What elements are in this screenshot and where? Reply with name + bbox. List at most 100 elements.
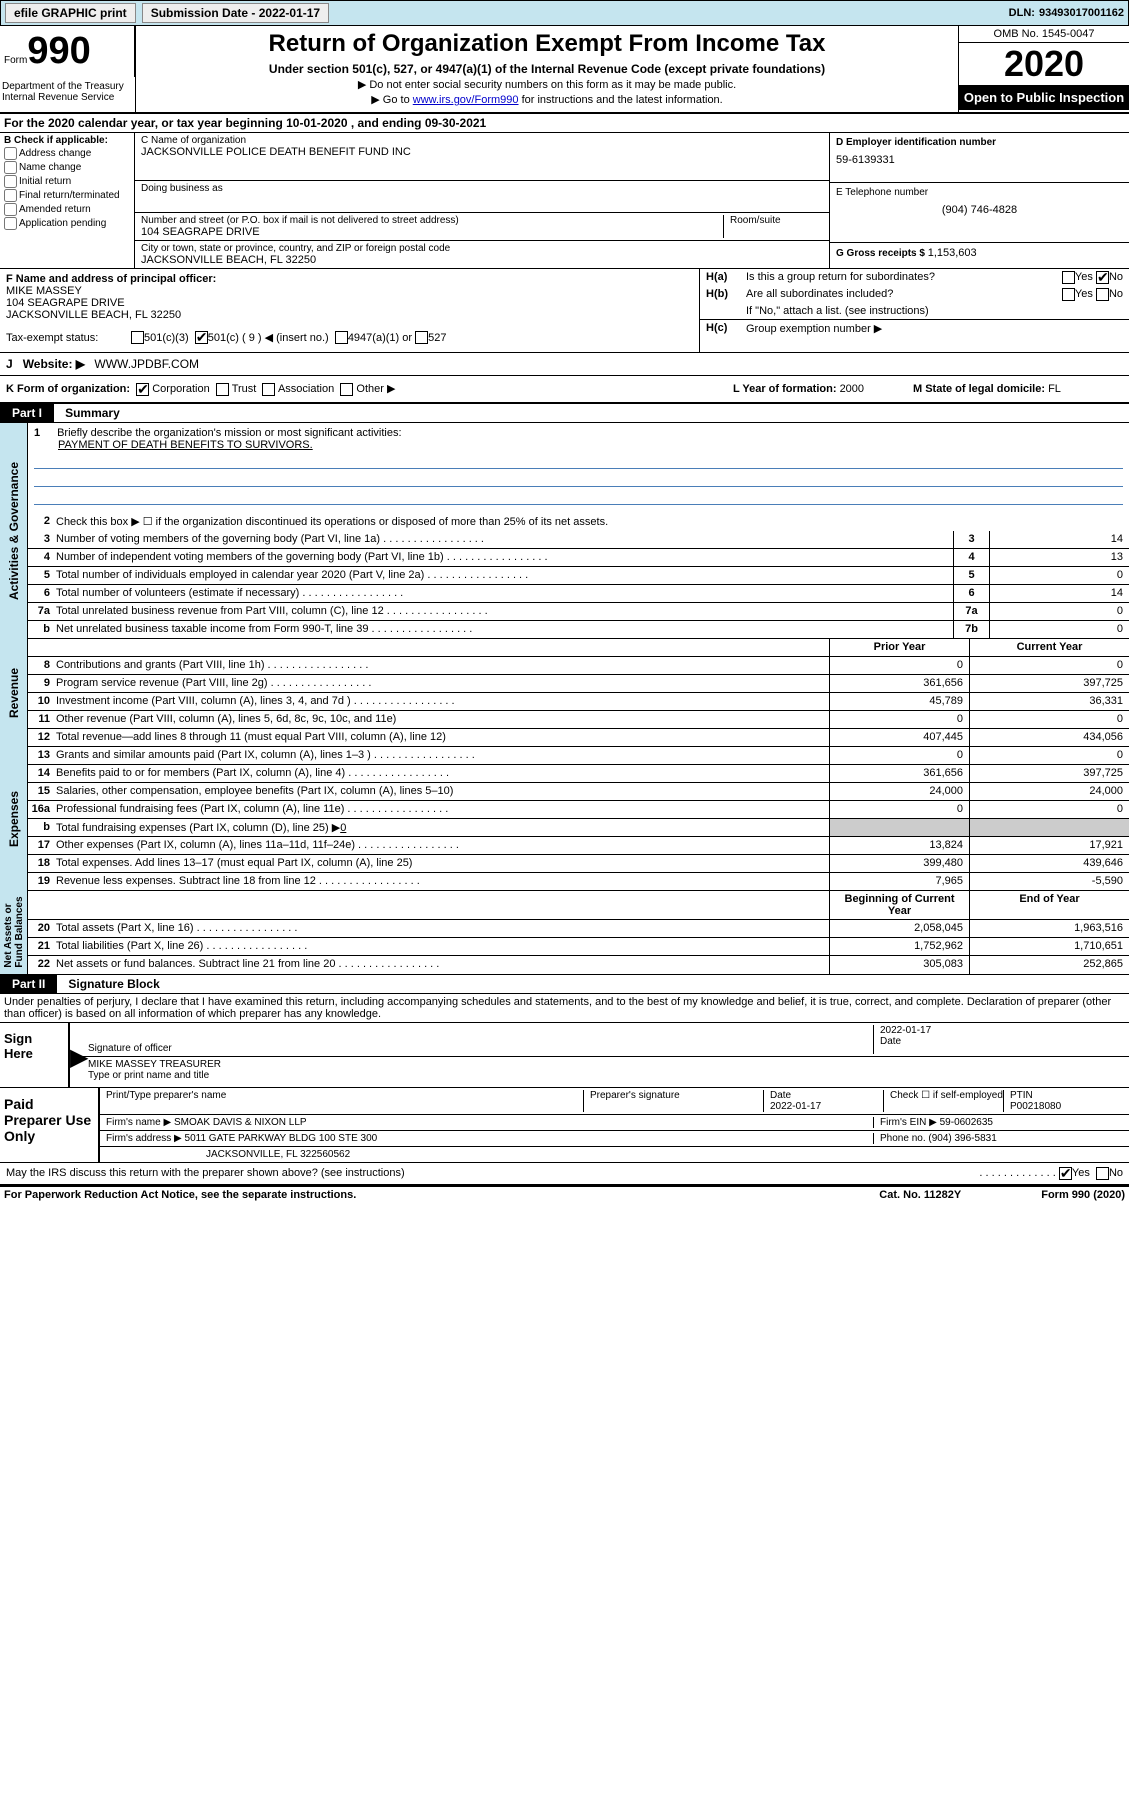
chk-initial-return[interactable]: Initial return — [4, 175, 130, 188]
chk-501c3[interactable] — [131, 331, 144, 344]
c20: 1,963,516 — [969, 920, 1129, 937]
note-1: ▶ Do not enter social security numbers o… — [144, 78, 950, 91]
chk-app-pending[interactable]: Application pending — [4, 217, 130, 230]
i-label: Tax-exempt status: — [6, 332, 131, 344]
officer-name: MIKE MASSEY — [6, 285, 693, 297]
chk-corp[interactable] — [136, 383, 149, 396]
hb-yes[interactable] — [1062, 288, 1075, 301]
chk-assoc[interactable] — [262, 383, 275, 396]
l7b-text: Net unrelated business taxable income fr… — [52, 621, 953, 638]
ag-content: 1 Briefly describe the organization's mi… — [28, 423, 1129, 639]
c-name-label: C Name of organization — [141, 135, 823, 146]
city-label: City or town, state or province, country… — [141, 243, 823, 254]
irs-no[interactable] — [1096, 1167, 1109, 1180]
phone-value: (904) 746-4828 — [836, 204, 1123, 216]
part-i-header: Part I Summary — [0, 404, 1129, 423]
row-j: J Website: ▶ WWW.JPDBF.COM — [0, 353, 1129, 376]
preparer-block: Paid Preparer Use Only Print/Type prepar… — [0, 1088, 1129, 1163]
org-name: JACKSONVILLE POLICE DEATH BENEFIT FUND I… — [141, 146, 823, 158]
form-word: Form — [4, 55, 27, 66]
chk-501c[interactable] — [195, 331, 208, 344]
line-4: 4Number of independent voting members of… — [28, 549, 1129, 567]
d-label: D Employer identification number — [836, 137, 1123, 148]
h-current: Current Year — [969, 639, 1129, 656]
vlabel-na: Net Assets orFund Balances — [0, 891, 28, 974]
chk-address-change[interactable]: Address change — [4, 147, 130, 160]
efile-button[interactable]: efile GRAPHIC print — [5, 3, 136, 23]
l6-text: Total number of volunteers (estimate if … — [52, 585, 953, 602]
footer-cat: Cat. No. 11282Y — [879, 1189, 961, 1201]
i-o1: 501(c)(3) — [144, 332, 189, 344]
line-7b: bNet unrelated business taxable income f… — [28, 621, 1129, 639]
b-label: B Check if applicable: — [4, 135, 130, 146]
col-b: B Check if applicable: Address change Na… — [0, 133, 135, 268]
chk-amended[interactable]: Amended return — [4, 203, 130, 216]
part-ii-header: Part II Signature Block — [0, 975, 1129, 994]
chk-final-return[interactable]: Final return/terminated — [4, 189, 130, 202]
irs-yes[interactable] — [1059, 1167, 1072, 1180]
footer: For Paperwork Reduction Act Notice, see … — [0, 1186, 1129, 1203]
line-15: 15Salaries, other compensation, employee… — [28, 783, 1129, 801]
l12: Total revenue—add lines 8 through 11 (mu… — [52, 729, 829, 746]
l1-text: Briefly describe the organization's miss… — [57, 427, 401, 439]
chk-527[interactable] — [415, 331, 428, 344]
sig-date-label: Date — [880, 1036, 1123, 1047]
instructions-link[interactable]: www.irs.gov/Form990 — [413, 94, 519, 106]
line-17: 17Other expenses (Part IX, column (A), l… — [28, 837, 1129, 855]
p19: 7,965 — [829, 873, 969, 890]
l19: Revenue less expenses. Subtract line 18 … — [52, 873, 829, 890]
l5-text: Total number of individuals employed in … — [52, 567, 953, 584]
line-10: 10Investment income (Part VIII, column (… — [28, 693, 1129, 711]
line-8: 8Contributions and grants (Part VIII, li… — [28, 657, 1129, 675]
form-subtitle: Under section 501(c), 527, or 4947(a)(1)… — [144, 62, 950, 76]
phone-val: (904) 396-5831 — [928, 1133, 996, 1144]
p17: 13,824 — [829, 837, 969, 854]
ha-no[interactable] — [1096, 271, 1109, 284]
city-value: JACKSONVILLE BEACH, FL 32250 — [141, 254, 823, 266]
chk-label: Initial return — [19, 176, 71, 187]
dln-value: 93493017001162 — [1039, 7, 1124, 19]
revenue-section: Revenue Prior YearCurrent Year 8Contribu… — [0, 639, 1129, 747]
part-ii-title: Signature Block — [60, 975, 167, 993]
ein-label: Firm's EIN ▶ — [880, 1117, 940, 1128]
g-row: G Gross receipts $ 1,153,603 — [830, 243, 1129, 263]
chk-other[interactable] — [340, 383, 353, 396]
h-prior: Prior Year — [829, 639, 969, 656]
p16: 0 — [829, 801, 969, 818]
chk-name-change[interactable]: Name change — [4, 161, 130, 174]
chk-label: Application pending — [19, 218, 106, 229]
hb-row: H(b) Are all subordinates included? Yes … — [700, 286, 1129, 303]
v7a: 0 — [989, 603, 1129, 620]
l13: Grants and similar amounts paid (Part IX… — [52, 747, 829, 764]
p15: 24,000 — [829, 783, 969, 800]
firm-label: Firm's name ▶ — [106, 1117, 171, 1128]
c8: 0 — [969, 657, 1129, 674]
vlabel-exp: Expenses — [0, 747, 28, 891]
hb-no[interactable] — [1096, 288, 1109, 301]
submission-date-button[interactable]: Submission Date - 2022-01-17 — [142, 3, 329, 23]
gray2 — [969, 819, 1129, 836]
gross-receipts: 1,153,603 — [928, 247, 977, 259]
ha-yes[interactable] — [1062, 271, 1075, 284]
ph3: Date — [770, 1090, 791, 1101]
part-i-num: Part I — [0, 404, 54, 422]
k-o4: Other ▶ — [356, 383, 395, 395]
p21: 1,752,962 — [829, 938, 969, 955]
hb-label: H(b) — [706, 288, 746, 301]
l15: Salaries, other compensation, employee b… — [52, 783, 829, 800]
col-c: C Name of organization JACKSONVILLE POLI… — [135, 133, 829, 268]
chk-trust[interactable] — [216, 383, 229, 396]
declaration: Under penalties of perjury, I declare th… — [0, 994, 1129, 1023]
chk-4947[interactable] — [335, 331, 348, 344]
c13: 0 — [969, 747, 1129, 764]
chk-label: Name change — [19, 162, 81, 173]
addr2: JACKSONVILLE, FL 322560562 — [106, 1149, 1123, 1160]
d-row: D Employer identification number 59-6139… — [830, 133, 1129, 183]
c19: -5,590 — [969, 873, 1129, 890]
l11: Other revenue (Part VIII, column (A), li… — [52, 711, 829, 728]
ein-val: 59-0602635 — [940, 1117, 993, 1128]
sign-here-block: Sign Here ▶ Signature of officer 2022-01… — [0, 1023, 1129, 1088]
note-2: ▶ Go to www.irs.gov/Form990 for instruct… — [144, 93, 950, 106]
c10: 36,331 — [969, 693, 1129, 710]
k-label: K Form of organization: — [6, 383, 130, 395]
